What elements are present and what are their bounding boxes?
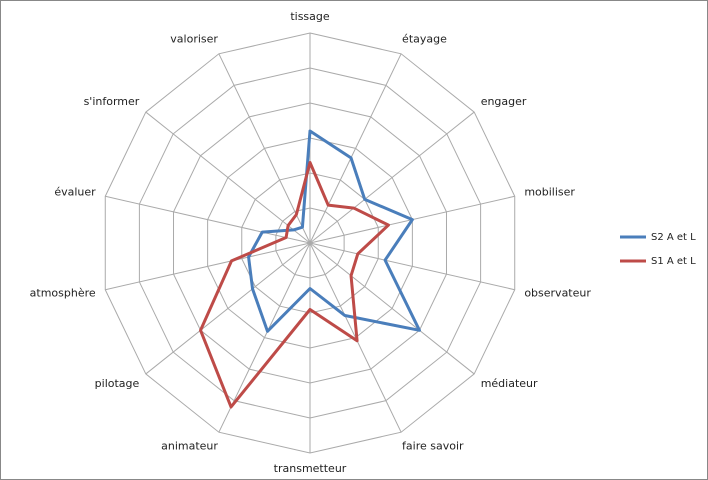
axis-spoke [309,242,515,291]
category-label: mobiliser [524,186,575,199]
axis-spoke [105,195,311,244]
category-label: engager [481,95,527,108]
category-label: étayage [402,32,447,45]
axis-spoke [218,53,311,244]
category-label: valoriser [170,32,218,45]
axis-spoke [145,242,311,375]
category-label: évaluer [54,186,96,199]
axis-spoke [309,111,475,244]
axis-spoke [105,242,311,291]
category-label: transmetteur [274,462,347,475]
axis-spoke [145,111,311,244]
category-label: animateur [161,440,218,453]
series-line [199,161,390,409]
category-label: s'informer [84,95,140,108]
category-label: observateur [524,286,591,299]
category-label: faire savoir [402,440,464,453]
legend-label: S2 A et L [651,232,696,243]
category-label: tissage [290,10,330,23]
category-label: pilotage [95,377,140,390]
category-label: atmosphère [30,286,96,299]
series-line [247,129,421,333]
legend-label: S1 A et L [651,256,696,267]
category-label: médiateur [481,377,538,390]
axis-spoke [309,53,402,244]
axis-spoke [309,242,475,375]
axis-spoke [218,242,311,433]
